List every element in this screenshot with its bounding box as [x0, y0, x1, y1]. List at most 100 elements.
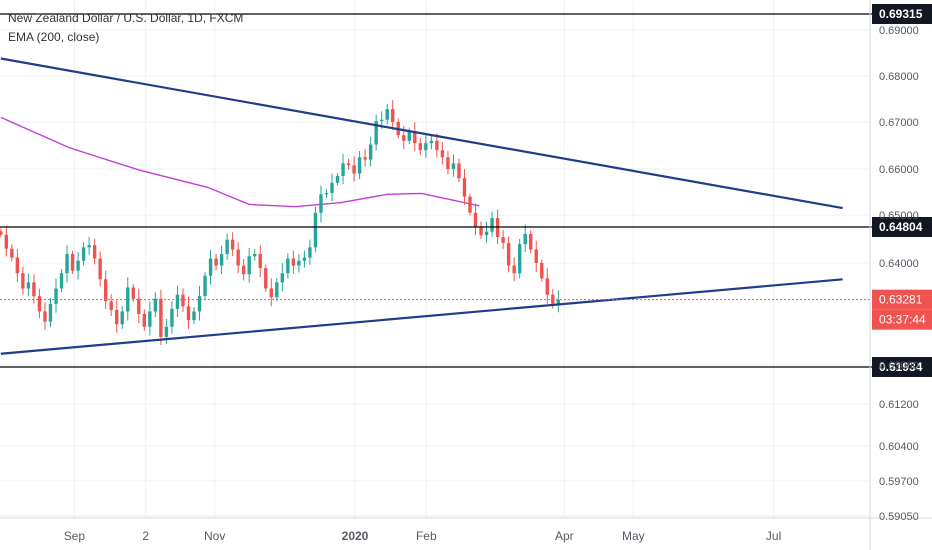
candle-body	[230, 239, 235, 250]
candle-body	[10, 248, 14, 258]
current-price-box	[872, 289, 932, 310]
candle-body	[181, 294, 185, 307]
candle-body	[440, 150, 445, 158]
candle-body	[424, 143, 428, 151]
candle-body	[435, 140, 439, 151]
candle-body	[109, 301, 113, 310]
candle-body	[15, 257, 20, 274]
candle-body	[286, 258, 290, 274]
candle-body	[418, 143, 423, 151]
candle-body	[540, 263, 544, 279]
candle-body	[446, 157, 450, 169]
candle-body	[197, 296, 202, 312]
time-tick-label: Sep	[64, 529, 86, 543]
candle-body	[523, 233, 527, 245]
trendline	[0, 57, 843, 210]
candle-body	[21, 273, 25, 289]
candle-body	[501, 237, 505, 243]
candle-body	[479, 227, 483, 236]
legend-symbol[interactable]: New Zealand Dollar / U.S. Dollar, 1D, FX…	[8, 11, 244, 25]
candle-body	[512, 265, 516, 274]
candle-body	[192, 311, 196, 321]
candle-body	[65, 254, 69, 274]
candle-body	[203, 275, 207, 297]
candle-body	[357, 157, 362, 174]
candle-body	[142, 314, 147, 327]
candle-body	[236, 249, 240, 266]
candle-body	[451, 163, 456, 169]
candle-body	[413, 131, 417, 144]
candle-body	[115, 309, 119, 325]
candle-body	[87, 245, 91, 248]
candle-body	[153, 298, 158, 312]
price-tick-label: 0.59700	[879, 476, 919, 488]
candle-body	[556, 299, 561, 304]
candle-body	[529, 233, 533, 250]
candle-body	[506, 242, 511, 266]
candle-body	[164, 326, 169, 337]
candle-body	[379, 119, 384, 122]
candle-body	[208, 258, 213, 276]
candle-body	[374, 121, 378, 145]
candle-body	[319, 194, 323, 213]
candle-body	[59, 273, 64, 289]
candle-body	[219, 254, 224, 266]
price-tick-label: 0.60400	[879, 441, 919, 453]
price-tick-label: 0.69000	[879, 25, 919, 37]
candle-body	[352, 165, 356, 174]
candle-body	[186, 306, 191, 321]
time-tick-label: Apr	[555, 529, 574, 543]
legend-indicator[interactable]: EMA (200, close)	[8, 30, 100, 44]
price-tick-label: 0.62000	[879, 360, 919, 372]
ema-200-line	[0, 116, 480, 208]
candle-body	[148, 311, 152, 327]
level-label: 0.64804	[879, 220, 923, 234]
candle-body	[462, 178, 467, 197]
candle-body	[137, 298, 141, 314]
candle-body	[473, 212, 478, 228]
candle-body	[341, 163, 345, 176]
candle-body	[391, 109, 395, 122]
countdown-box	[872, 309, 932, 330]
candle-body	[291, 258, 296, 266]
candle-body	[269, 288, 273, 298]
candle-body	[385, 109, 389, 120]
candle-body	[258, 254, 262, 269]
candle-body	[402, 135, 406, 141]
price-tick-label: 0.67000	[879, 117, 919, 129]
candle-body	[0, 231, 3, 235]
candle-body	[484, 231, 489, 236]
candle-body	[280, 273, 285, 283]
candle-body	[175, 294, 180, 309]
level-label: 0.61934	[879, 360, 923, 374]
price-tick-label: 0.59050	[879, 511, 919, 523]
candle-body	[363, 157, 367, 160]
candle-body	[517, 244, 522, 274]
chart-legend: New Zealand Dollar / U.S. Dollar, 1D, FX…	[8, 9, 243, 47]
candle-body	[70, 254, 75, 271]
candle-body	[92, 245, 97, 259]
level-label-box	[872, 357, 932, 377]
level-label-box	[872, 4, 932, 24]
candle-body	[126, 287, 130, 312]
trendlines	[0, 57, 843, 355]
current-price-label: 0.63281	[879, 293, 923, 307]
price-tick-label: 0.65000	[879, 210, 919, 222]
time-tick-label: May	[622, 529, 645, 543]
candle-body	[330, 182, 334, 193]
candle-body	[4, 234, 9, 249]
candle-body	[81, 247, 86, 261]
level-label-box	[872, 217, 932, 237]
price-tick-label: 0.66000	[879, 164, 919, 176]
time-tick-label: Feb	[416, 529, 437, 543]
candle-body	[120, 311, 124, 325]
candle-body	[407, 131, 411, 141]
horizontal-levels	[0, 13, 876, 368]
candle-body	[490, 218, 494, 232]
candle-body	[241, 265, 246, 275]
candle-body	[214, 258, 218, 266]
candle-body	[429, 140, 434, 144]
